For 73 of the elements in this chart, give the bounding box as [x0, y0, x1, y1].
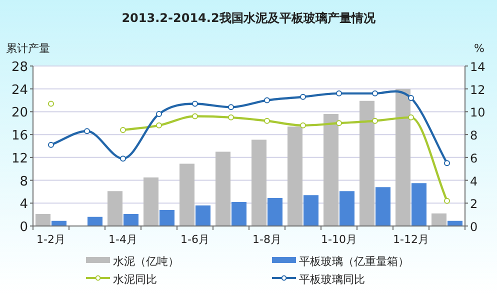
point: [336, 90, 342, 96]
bar: [124, 214, 138, 226]
point: [336, 120, 342, 126]
y-tick-label: 8: [20, 174, 28, 190]
legend-label: 水泥（亿吨）: [113, 255, 179, 268]
y2-tick-label: 4: [470, 174, 478, 188]
chart-title: 2013.2-2014.2我国水泥及平板玻璃产量情况: [122, 11, 376, 25]
bar: [412, 183, 426, 226]
point: [192, 113, 198, 120]
legend-label: 平板玻璃同比: [299, 273, 365, 286]
bar: [36, 214, 50, 226]
bar: [288, 126, 302, 226]
x-tick-label: 1-10月: [321, 233, 357, 246]
x-tick-label: 1-4月: [108, 233, 138, 246]
point: [84, 128, 90, 134]
x-tick-label: 1-6月: [180, 233, 210, 246]
bar: [432, 213, 446, 226]
bar: [196, 205, 210, 226]
bar: [340, 191, 354, 226]
point: [264, 97, 270, 104]
y2-tick-label: 0: [470, 220, 478, 234]
x-tick-label: 1-8月: [252, 233, 282, 246]
legend-label: 平板玻璃（亿重量箱）: [299, 255, 409, 268]
bar: [232, 202, 246, 226]
y2-tick-label: 6: [470, 151, 478, 166]
y2-tick-label: 8: [470, 128, 478, 143]
bar: [324, 114, 338, 226]
bar: [268, 198, 282, 226]
bar: [88, 216, 102, 226]
y2-tick-label: 10: [470, 106, 486, 120]
point: [228, 104, 234, 110]
bar: [108, 191, 122, 226]
y-tick-label: 4: [20, 197, 28, 212]
point: [120, 156, 126, 162]
legend-label: 水泥同比: [113, 273, 157, 286]
point: [228, 114, 234, 120]
bar: [396, 88, 410, 226]
y-tick-label: 20: [11, 106, 28, 121]
x-tick-label: 1-12月: [393, 233, 429, 246]
bar: [376, 187, 390, 226]
bar: [144, 177, 158, 226]
point: [444, 198, 450, 204]
bar: [304, 195, 318, 226]
bar: [216, 152, 230, 226]
y2-tick-label: 12: [470, 82, 486, 97]
y-tick-label: 24: [11, 82, 28, 98]
point: [300, 122, 306, 128]
point: [408, 95, 414, 101]
point: [120, 127, 126, 133]
point: [156, 122, 162, 128]
point: [156, 111, 162, 117]
y-tick-label: 12: [11, 151, 28, 166]
x-tick-label: 1-2月: [36, 233, 66, 246]
y2-tick-label: 14: [470, 60, 486, 74]
point: [48, 100, 54, 107]
bar: [252, 140, 266, 226]
point: [444, 160, 450, 166]
bar: [160, 210, 174, 226]
bar: [360, 100, 374, 226]
point: [264, 118, 270, 124]
y-tick-label: 0: [20, 220, 28, 235]
point: [408, 114, 414, 120]
y2-tick-label: 2: [470, 197, 478, 212]
y2-axis-title: %: [474, 42, 484, 55]
point: [192, 100, 198, 107]
point: [48, 142, 54, 148]
point: [300, 94, 306, 100]
bar: [180, 164, 194, 226]
point: [372, 90, 378, 96]
y-tick-label: 28: [11, 60, 28, 75]
y-tick-label: 16: [11, 128, 28, 144]
point: [372, 118, 378, 124]
y-axis-title: 累计产量: [6, 42, 50, 55]
